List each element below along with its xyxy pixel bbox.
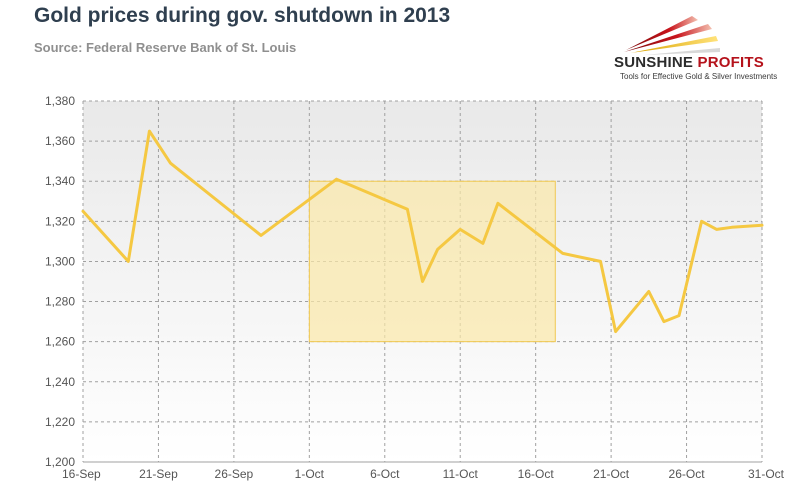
y-tick-label: 1,380 <box>45 94 75 108</box>
y-tick-label: 1,320 <box>45 214 75 228</box>
x-tick-label: 6-Oct <box>370 467 400 481</box>
y-tick-label: 1,260 <box>45 335 75 349</box>
logo-name: SUNSHINE PROFITS <box>614 54 764 71</box>
chart-subtitle: Source: Federal Reserve Bank of St. Loui… <box>34 40 297 55</box>
x-tick-label: 31-Oct <box>748 467 785 481</box>
y-tick-label: 1,240 <box>45 375 75 389</box>
y-gridlines <box>83 100 762 463</box>
gold-price-line <box>81 129 764 334</box>
sunshine-profits-logo: SUNSHINE PROFITS Tools for Effective Gol… <box>604 14 784 84</box>
x-tick-label: 16-Oct <box>518 467 555 481</box>
y-tick-label: 1,300 <box>45 254 75 268</box>
x-tick-label: 11-Oct <box>443 467 479 481</box>
y-tick-label: 1,340 <box>45 174 75 188</box>
y-axis-labels: 1,200 1,220 1,240 1,260 1,280 1,300 1,320 1,340… <box>45 94 75 469</box>
x-tick-label: 1-Oct <box>295 467 325 481</box>
x-tick-label: 21-Oct <box>593 467 630 481</box>
sunburst-icon <box>624 16 720 55</box>
y-tick-label: 1,220 <box>45 415 75 429</box>
x-tick-label: 26-Oct <box>669 467 706 481</box>
y-tick-label: 1,200 <box>45 455 75 469</box>
chart-title: Gold prices during gov. shutdown in 2013 <box>34 4 451 27</box>
y-tick-label: 1,360 <box>45 134 75 148</box>
y-tick-label: 1,280 <box>45 295 75 309</box>
x-tick-label: 16-Sep <box>62 467 101 481</box>
x-axis-labels: 16-Sep 21-Sep 26-Sep 1-Oct 6-Oct 11-Oct 16-Oct… <box>62 467 785 481</box>
logo-tagline: Tools for Effective Gold & Silver Invest… <box>620 72 778 81</box>
x-tick-label: 21-Sep <box>139 467 178 481</box>
x-tick-label: 26-Sep <box>215 467 254 481</box>
